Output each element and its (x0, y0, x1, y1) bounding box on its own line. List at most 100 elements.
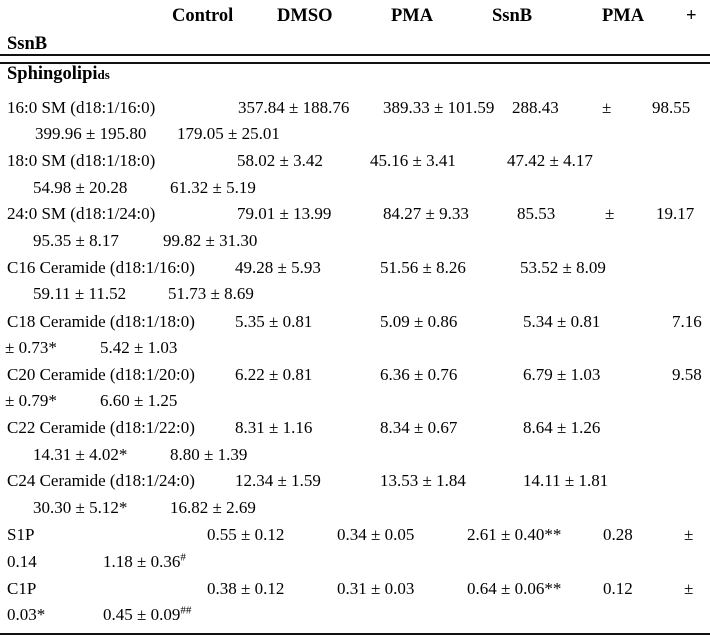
section-title-small-tail: ds (97, 67, 110, 82)
cell-value: 1.18 ± 0.36# (103, 551, 186, 571)
cell-value: 0.14 (7, 552, 37, 571)
table-row-line: 59.11 ± 11.52 51.73 ± 8.69 (0, 284, 710, 308)
column-header: DMSO (277, 6, 333, 26)
cell-value: ± (684, 579, 694, 598)
cell-value: 13.53 ± 1.84 (380, 471, 466, 490)
cell-value: ± 0.79* (5, 391, 57, 410)
cell-value: 0.64 ± 0.06** (467, 579, 562, 598)
table-row-line: S1P 0.55 ± 0.12 0.34 ± 0.05 2.61 ± 0.40** 0.… (0, 525, 710, 549)
cell-value: 179.05 ± 25.01 (177, 124, 280, 143)
row-label: C24 Ceramide (d18:1/24:0) (7, 471, 195, 490)
cell-value: 5.35 ± 0.81 (235, 312, 313, 331)
table-header-line: Sphingolipids (0, 64, 710, 88)
cell-value: 30.30 ± 5.12* (33, 498, 128, 517)
cell-value: 14.31 ± 4.02* (33, 445, 128, 464)
cell-value: 45.16 ± 3.41 (370, 151, 456, 170)
cell-value: 6.79 ± 1.03 (523, 365, 601, 384)
table-row-line: C18 Ceramide (d18:1/18:0) 5.35 ± 0.81 5.09… (0, 312, 710, 336)
superscript-marker: ## (180, 604, 192, 617)
cell-value: 357.84 ± 188.76 (238, 98, 350, 117)
cell-value: 85.53 (517, 204, 556, 223)
cell-value: 19.17 (656, 204, 695, 223)
cell-value: 98.55 (652, 98, 691, 117)
cell-value: 9.58 (672, 365, 702, 384)
cell-value: 8.31 ± 1.16 (235, 418, 313, 437)
table-row-line: C1P 0.38 ± 0.12 0.31 ± 0.03 0.64 ± 0.06** 0.… (0, 579, 710, 603)
cell-value: 8.80 ± 1.39 (170, 445, 248, 464)
cell-value: 8.64 ± 1.26 (523, 418, 601, 437)
cell-value: 6.60 ± 1.25 (100, 391, 178, 410)
table-header-line: Control DMSO PMA SsnB PMA + (0, 6, 710, 30)
row-label: C22 Ceramide (d18:1/22:0) (7, 418, 195, 437)
cell-value: 0.55 ± 0.12 (207, 525, 285, 544)
cell-value: ± (602, 98, 612, 117)
cell-value: 12.34 ± 1.59 (235, 471, 321, 490)
table-row-line: C16 Ceramide (d18:1/16:0) 49.28 ± 5.93 51.… (0, 258, 710, 282)
cell-value: 0.03* (7, 605, 46, 624)
table-row-line: 95.35 ± 8.17 99.82 ± 31.30 (0, 231, 710, 255)
cell-value: 6.22 ± 0.81 (235, 365, 313, 384)
superscript-marker: # (180, 551, 186, 564)
row-label: S1P (7, 525, 35, 544)
table-row-line: 16:0 SM (d18:1/16:0) 357.84 ± 188.76 389.3… (0, 98, 710, 122)
cell-value: 5.42 ± 1.03 (100, 338, 178, 357)
cell-value: 84.27 ± 9.33 (383, 204, 469, 223)
row-label: C1P (7, 579, 37, 598)
table-row-line: 24:0 SM (d18:1/24:0) 79.01 ± 13.99 84.27 ±… (0, 204, 710, 228)
table-row-line: 54.98 ± 20.28 61.32 ± 5.19 (0, 178, 710, 202)
cell-value: ± (605, 204, 615, 223)
cell-value: 49.28 ± 5.93 (235, 258, 321, 277)
cell-value: 7.16 (672, 312, 702, 331)
cell-value: 0.45 ± 0.09## (103, 604, 192, 624)
table-header-line: SsnB (0, 34, 710, 58)
table-row-line: 14.31 ± 4.02* 8.80 ± 1.39 (0, 445, 710, 469)
cell-value: 16.82 ± 2.69 (170, 498, 256, 517)
cell-value: 0.12 (603, 579, 633, 598)
table-row-line: 30.30 ± 5.12* 16.82 ± 2.69 (0, 498, 710, 522)
table-row-line: C22 Ceramide (d18:1/22:0) 8.31 ± 1.16 8.34… (0, 418, 710, 442)
cell-value: 99.82 ± 31.30 (163, 231, 258, 250)
cell-value: ± (684, 525, 694, 544)
table-row-line: ± 0.73* 5.42 ± 1.03 (0, 338, 710, 362)
section-title: Sphingolipids (7, 64, 110, 84)
cell-value: 389.33 ± 101.59 (383, 98, 495, 117)
cell-value: 399.96 ± 195.80 (35, 124, 147, 143)
table-row-line: 18:0 SM (d18:1/18:0) 58.02 ± 3.42 45.16 ± … (0, 151, 710, 175)
cell-value: ± 0.73* (5, 338, 57, 357)
cell-value: 5.09 ± 0.86 (380, 312, 458, 331)
column-header: SsnB (492, 6, 533, 26)
table-bottom-rule (0, 633, 710, 635)
row-label: C20 Ceramide (d18:1/20:0) (7, 365, 195, 384)
cell-value: 53.52 ± 8.09 (520, 258, 606, 277)
row-label: C16 Ceramide (d18:1/16:0) (7, 258, 195, 277)
row-label: 16:0 SM (d18:1/16:0) (7, 98, 156, 117)
table-row-line: C20 Ceramide (d18:1/20:0) 6.22 ± 0.81 6.36… (0, 365, 710, 389)
cell-value: 8.34 ± 0.67 (380, 418, 458, 437)
row-label: 18:0 SM (d18:1/18:0) (7, 151, 156, 170)
row-label: 24:0 SM (d18:1/24:0) (7, 204, 156, 223)
column-header: SsnB (7, 34, 48, 54)
cell-value: 47.42 ± 4.17 (507, 151, 593, 170)
cell-value: 51.56 ± 8.26 (380, 258, 466, 277)
row-label: C18 Ceramide (d18:1/18:0) (7, 312, 195, 331)
header-separator-double-rule (0, 54, 710, 64)
table-row-line: ± 0.79* 6.60 ± 1.25 (0, 391, 710, 415)
column-header: PMA (602, 6, 645, 26)
cell-value: 2.61 ± 0.40** (467, 525, 562, 544)
cell-value: 0.31 ± 0.03 (337, 579, 415, 598)
cell-value: 14.11 ± 1.81 (523, 471, 609, 490)
table-row-line: 0.14 1.18 ± 0.36# (0, 552, 710, 576)
column-header: Control (172, 6, 234, 26)
cell-value: 51.73 ± 8.69 (168, 284, 254, 303)
cell-value: 58.02 ± 3.42 (237, 151, 323, 170)
cell-value: 59.11 ± 11.52 (33, 284, 127, 303)
column-header: PMA (391, 6, 434, 26)
column-header: + (686, 6, 697, 26)
table-row-line: C24 Ceramide (d18:1/24:0) 12.34 ± 1.59 13.… (0, 471, 710, 495)
cell-value: 6.36 ± 0.76 (380, 365, 458, 384)
cell-value: 0.28 (603, 525, 633, 544)
cell-value: 288.43 (512, 98, 559, 117)
table-row-line: 399.96 ± 195.80 179.05 ± 25.01 (0, 124, 710, 148)
table-row-line: 0.03* 0.45 ± 0.09## (0, 605, 710, 629)
